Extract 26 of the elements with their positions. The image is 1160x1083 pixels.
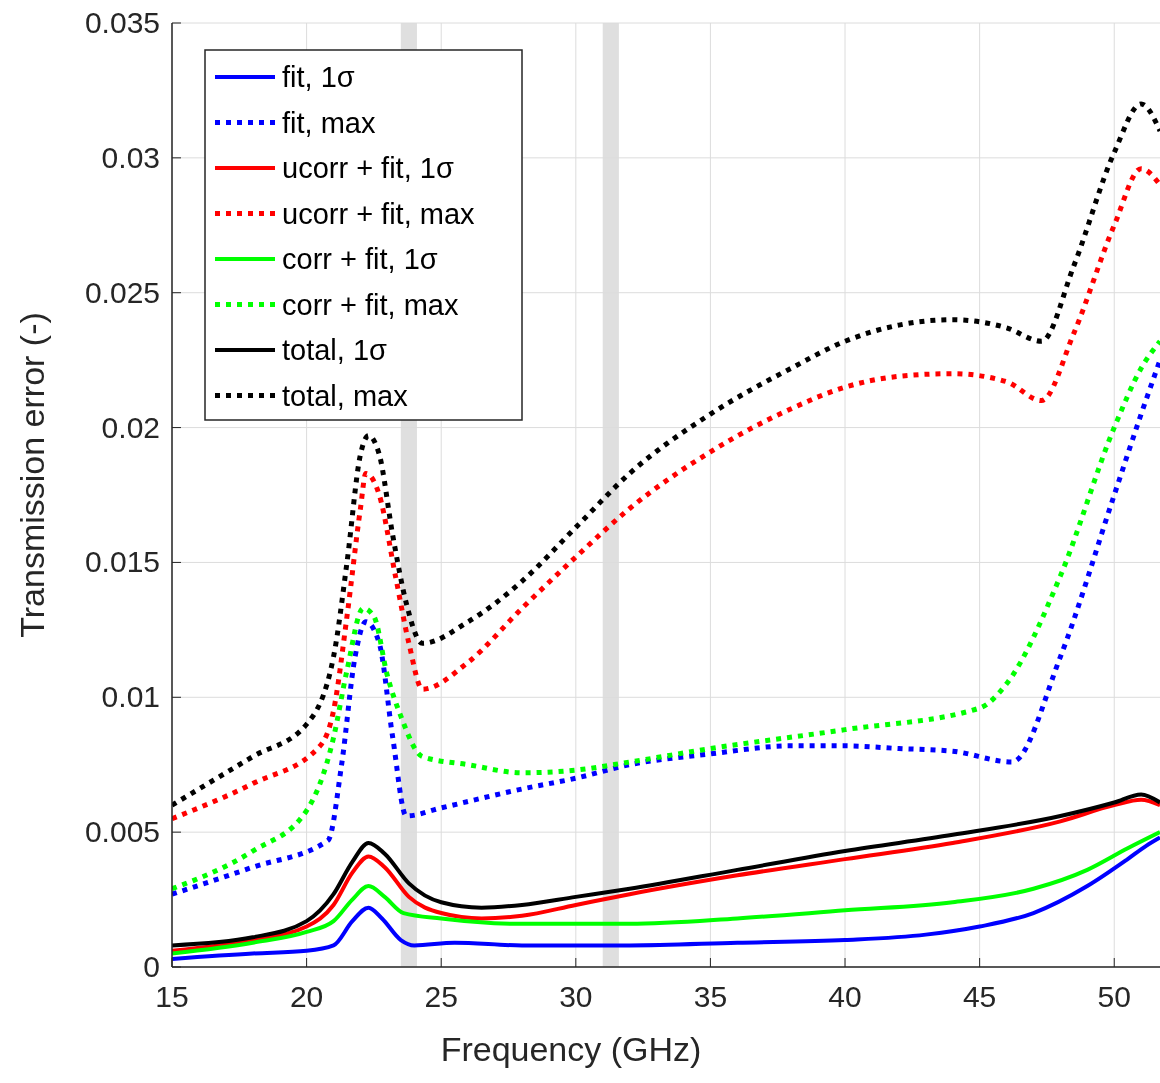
legend-label: ucorr + fit, max [282, 197, 476, 230]
y-tick-label: 0.035 [84, 6, 160, 39]
y-tick-label: 0.005 [84, 815, 160, 849]
legend-label: corr + fit, max [282, 288, 459, 321]
y-tick-label: 0.015 [84, 545, 160, 579]
y-tick-label: 0.01 [101, 680, 160, 714]
y-axis-title: Transmission error (-) [13, 312, 51, 638]
x-tick-label: 25 [424, 980, 458, 1013]
legend-label: fit, max [282, 106, 376, 139]
x-tick-label: 50 [1097, 980, 1131, 1013]
y-tick-label: 0 [143, 950, 160, 983]
legend-label: ucorr + fit, 1σ [282, 152, 454, 184]
x-tick-label: 45 [962, 980, 997, 1013]
legend-label: total, max [282, 379, 409, 412]
legend-label: total, 1σ [282, 334, 388, 366]
x-axis-title: Frequency (GHz) [440, 1030, 702, 1068]
x-tick-label: 15 [155, 980, 189, 1013]
x-tick-label: 30 [559, 980, 593, 1013]
y-tick-label: 0.03 [101, 140, 160, 174]
x-tick-label: 35 [693, 980, 728, 1013]
x-tick-label: 20 [289, 980, 324, 1013]
legend-label: fit, 1σ [282, 61, 355, 93]
x-tick-label: 40 [828, 980, 862, 1013]
y-tick-label: 0.02 [101, 410, 160, 444]
y-tick-label: 0.025 [84, 275, 160, 309]
legend-label: corr + fit, 1σ [282, 243, 438, 275]
